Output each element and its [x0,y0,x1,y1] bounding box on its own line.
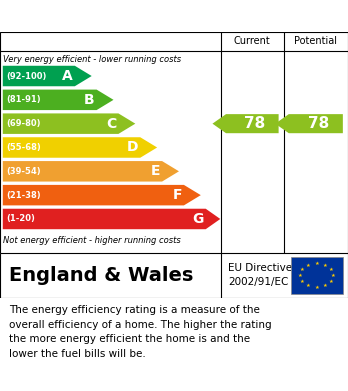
Text: ★: ★ [306,262,311,267]
Text: Current: Current [234,36,271,47]
Polygon shape [3,113,135,134]
Text: (55-68): (55-68) [6,143,41,152]
Text: ★: ★ [314,261,319,266]
Text: ★: ★ [331,273,336,278]
Text: ★: ★ [300,267,304,272]
Text: ★: ★ [298,273,302,278]
Text: ★: ★ [300,279,304,284]
Polygon shape [275,114,343,133]
Text: 78: 78 [244,116,266,131]
Text: ★: ★ [329,279,333,284]
Polygon shape [213,114,279,133]
Text: E: E [151,164,160,178]
Polygon shape [3,66,92,86]
Text: The energy efficiency rating is a measure of the
overall efficiency of a home. T: The energy efficiency rating is a measur… [9,305,271,359]
Polygon shape [3,161,179,181]
Bar [291,256,343,294]
Text: England & Wales: England & Wales [9,266,193,285]
Text: Energy Efficiency Rating: Energy Efficiency Rating [9,9,230,23]
Text: (81-91): (81-91) [6,95,41,104]
Polygon shape [3,90,113,110]
Text: (1-20): (1-20) [6,215,35,224]
Text: Not energy efficient - higher running costs: Not energy efficient - higher running co… [3,236,181,245]
Text: (21-38): (21-38) [6,191,41,200]
Text: ★: ★ [306,283,311,289]
Text: 78: 78 [308,116,329,131]
Text: Potential: Potential [294,36,337,47]
Text: G: G [192,212,204,226]
Text: EU Directive
2002/91/EC: EU Directive 2002/91/EC [228,263,292,287]
Text: D: D [127,140,139,154]
Polygon shape [3,209,220,229]
Text: F: F [173,188,182,202]
Text: (39-54): (39-54) [6,167,41,176]
Text: (69-80): (69-80) [6,119,41,128]
Text: ★: ★ [323,262,327,267]
Text: (92-100): (92-100) [6,72,47,81]
Polygon shape [3,185,201,205]
Text: ★: ★ [329,267,333,272]
Text: C: C [106,117,117,131]
Text: ★: ★ [323,283,327,289]
Text: A: A [62,69,73,83]
Text: ★: ★ [314,285,319,290]
Text: B: B [84,93,95,107]
Text: Very energy efficient - lower running costs: Very energy efficient - lower running co… [3,55,182,64]
Polygon shape [3,137,157,158]
